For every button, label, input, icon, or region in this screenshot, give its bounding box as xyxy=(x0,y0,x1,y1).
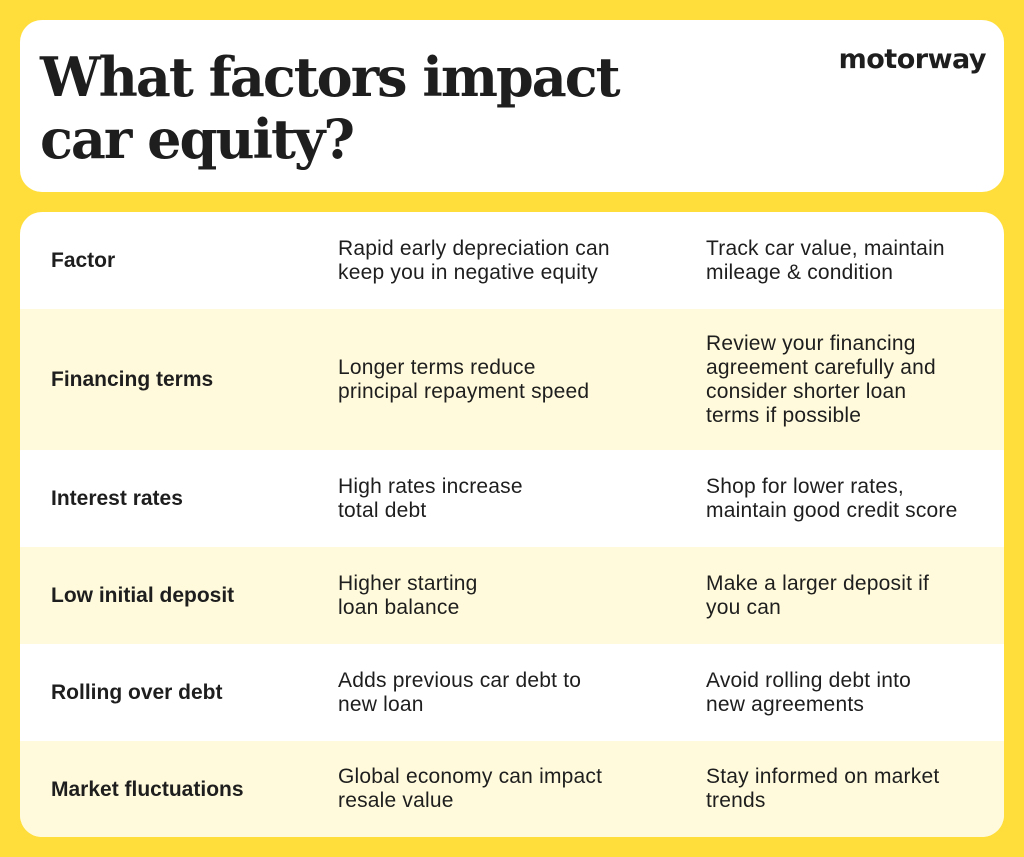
factor-cell: Interest rates xyxy=(51,450,331,547)
impact-line: resale value xyxy=(338,789,454,812)
title-line-2: car equity? xyxy=(40,107,355,171)
table-row: Factor Rapid early depreciation can keep… xyxy=(20,212,1004,309)
advice-line: you can xyxy=(706,595,781,619)
advice-cell: Make a larger deposit if you can xyxy=(706,547,996,644)
factor-label: Factor xyxy=(51,249,116,272)
factor-cell: Rolling over debt xyxy=(51,644,331,741)
impact-line: High rates increase xyxy=(338,474,523,498)
factor-label: Interest rates xyxy=(51,487,183,510)
advice-line: trends xyxy=(706,789,766,812)
advice-line: terms if possible xyxy=(706,403,862,427)
advice-line: Avoid rolling debt into xyxy=(706,668,912,692)
advice-line: agreement carefully and xyxy=(706,355,936,379)
advice-cell: Track car value, maintain mileage & cond… xyxy=(706,212,996,309)
advice-cell: Review your financing agreement carefull… xyxy=(706,309,996,450)
impact-line: Higher starting xyxy=(338,571,478,595)
impact-cell: Higher starting loan balance xyxy=(338,547,688,644)
impact-line: Rapid early depreciation can xyxy=(338,236,610,260)
factor-label: Low initial deposit xyxy=(51,584,235,607)
impact-cell: High rates increase total debt xyxy=(338,450,688,547)
impact-cell: Rapid early depreciation can keep you in… xyxy=(338,212,688,309)
factors-table: Factor Rapid early depreciation can keep… xyxy=(20,212,1004,837)
impact-cell: Longer terms reduce principal repayment … xyxy=(338,309,688,450)
advice-line: mileage & condition xyxy=(706,260,894,284)
factor-label: Financing terms xyxy=(51,368,214,391)
title-card: What factors impact car equity? motorway xyxy=(20,20,1004,192)
advice-line: Track car value, maintain xyxy=(706,236,945,260)
page-title: What factors impact car equity? xyxy=(40,46,680,170)
factor-cell: Market fluctuations xyxy=(51,741,331,837)
table-row: Interest rates High rates increase total… xyxy=(20,450,1004,547)
advice-line: maintain good credit score xyxy=(706,498,958,522)
factor-cell: Low initial deposit xyxy=(51,547,331,644)
impact-line: Longer terms reduce xyxy=(338,355,536,379)
factor-label: Market fluctuations xyxy=(51,777,244,801)
motorway-logo: motorway xyxy=(838,44,987,75)
impact-line: total debt xyxy=(338,498,427,522)
advice-cell: Stay informed on market trends xyxy=(706,741,996,837)
table-row: Financing terms Longer terms reduce prin… xyxy=(20,309,1004,450)
advice-line: consider shorter loan xyxy=(706,379,907,403)
impact-cell: Adds previous car debt to new loan xyxy=(338,644,688,741)
advice-cell: Avoid rolling debt into new agreements xyxy=(706,644,996,741)
factor-cell: Factor xyxy=(51,212,331,309)
factor-cell: Financing terms xyxy=(51,309,331,450)
impact-line: loan balance xyxy=(338,595,460,619)
impact-cell: Global economy can impact resale value xyxy=(338,741,688,837)
impact-line: Global economy can impact xyxy=(338,765,603,788)
title-line-1: What factors impact xyxy=(40,45,621,109)
impact-line: keep you in negative equity xyxy=(338,260,598,284)
impact-line: Adds previous car debt to xyxy=(338,668,582,692)
table-row: Low initial deposit Higher starting loan… xyxy=(20,547,1004,644)
table-row: Market fluctuations Global economy can i… xyxy=(20,741,1004,837)
advice-line: Review your financing xyxy=(706,331,916,355)
advice-line: Shop for lower rates, xyxy=(706,474,904,498)
advice-line: new agreements xyxy=(706,692,865,716)
advice-line: Stay informed on market xyxy=(706,765,940,788)
factor-label: Rolling over debt xyxy=(51,681,223,704)
impact-line: principal repayment speed xyxy=(338,379,590,403)
advice-cell: Shop for lower rates, maintain good cred… xyxy=(706,450,996,547)
advice-line: Make a larger deposit if xyxy=(706,571,930,595)
impact-line: new loan xyxy=(338,692,424,716)
table-row: Rolling over debt Adds previous car debt… xyxy=(20,644,1004,741)
